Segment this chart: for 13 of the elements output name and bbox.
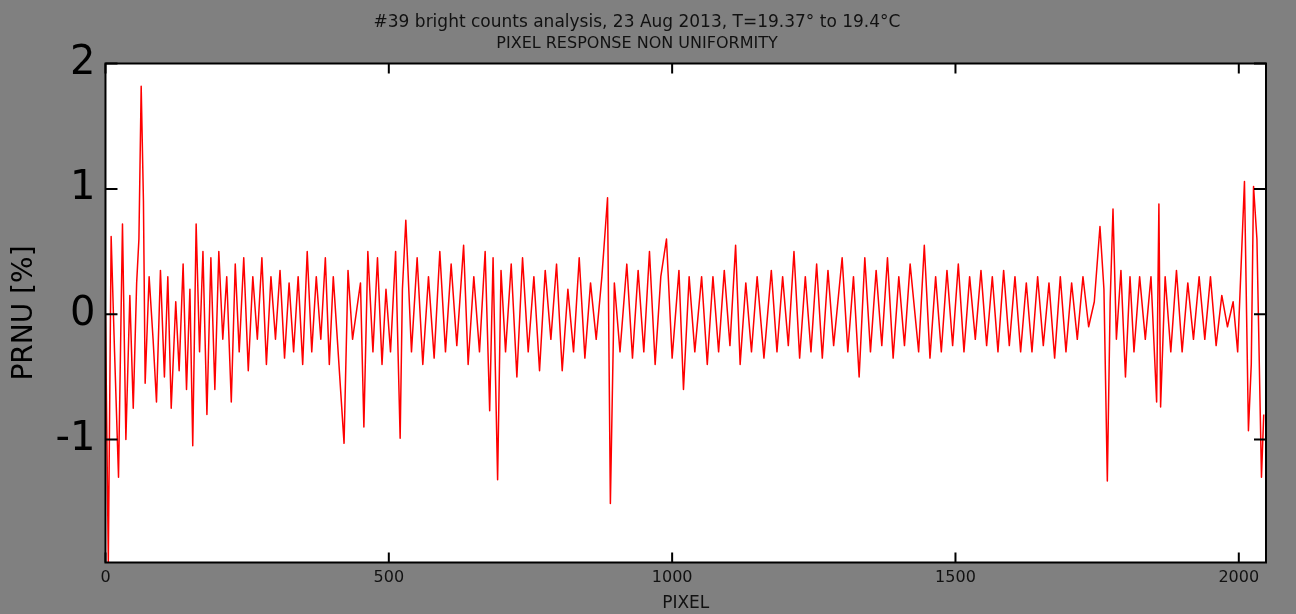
y-tick-label: -1 <box>55 412 96 459</box>
y-tick-label: 1 <box>70 162 96 209</box>
x-tick-label: 2000 <box>1218 567 1260 587</box>
x-tick-label: 1000 <box>651 567 693 587</box>
chart-subtitle: PIXEL RESPONSE NON UNIFORMITY <box>496 33 778 53</box>
x-tick-label: 0 <box>100 567 111 587</box>
x-tick-label: 500 <box>373 567 405 587</box>
y-tick-label: 0 <box>70 287 96 334</box>
y-tick-label: 2 <box>70 36 96 83</box>
y-axis-title: PRNU [%] <box>6 245 40 381</box>
chart-title: #39 bright counts analysis, 23 Aug 2013, T=19.37° to 19.4°C <box>373 10 901 31</box>
x-tick-label: 1500 <box>935 567 976 587</box>
x-axis-title: PIXEL <box>662 592 710 613</box>
